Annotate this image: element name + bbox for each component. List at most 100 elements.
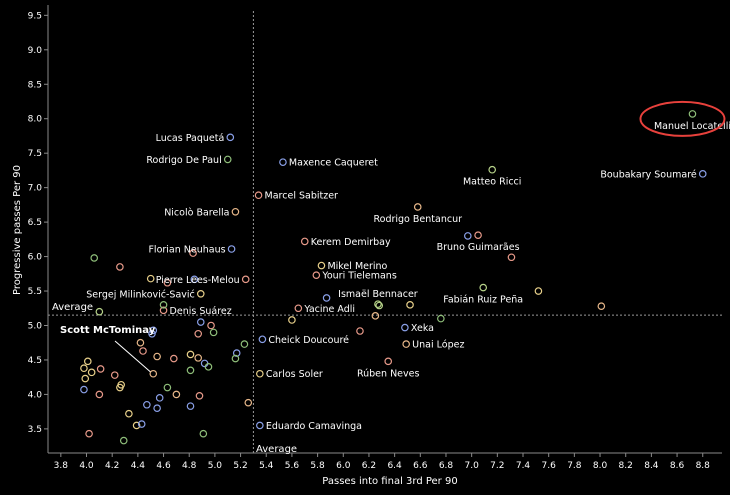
data-point (223, 155, 232, 164)
x-tick-label: 5.8 (310, 461, 325, 471)
data-point (479, 283, 488, 292)
data-point (204, 363, 213, 371)
data-point (163, 278, 172, 287)
data-point (374, 300, 382, 308)
data-point (507, 253, 516, 262)
data-point (464, 232, 472, 240)
data-point (194, 329, 203, 338)
data-point (137, 420, 146, 428)
data-point (196, 289, 205, 298)
data-point (488, 165, 496, 174)
y-axis-label: Progressive passes Per 90 (12, 165, 23, 295)
y-tick-label: 8.0 (28, 115, 43, 125)
data-point (294, 304, 303, 313)
x-tick-label: 7.8 (567, 461, 582, 471)
point-label: Eduardo Camavinga (266, 421, 362, 432)
data-point (322, 294, 331, 302)
x-tick-label: 5.6 (285, 461, 300, 471)
data-point (87, 368, 96, 377)
data-point (149, 369, 158, 378)
data-point (146, 274, 155, 283)
data-point (200, 359, 209, 368)
data-point (279, 158, 287, 166)
point-label: Rúben Neves (357, 368, 420, 379)
data-point (474, 231, 482, 240)
data-point (244, 398, 253, 407)
x-tick-label: 6.2 (362, 461, 376, 471)
data-point (194, 354, 203, 362)
data-point (132, 421, 141, 430)
y-tick-label: 4.0 (28, 390, 43, 400)
data-point (231, 354, 240, 363)
data-point (209, 328, 218, 337)
data-point (172, 390, 181, 399)
point-labels: Manuel Locatelli Boubakary Soumaré Lucas P… (86, 100, 730, 432)
x-axis: 3.8 4.0 4.2 4.4 4.6 4.8 5.0 5.2 5.4 5.6 5.8 6.0 6.2 6… (48, 452, 722, 471)
data-point (186, 366, 195, 375)
data-points (80, 110, 707, 445)
average-x-label: Average (256, 444, 297, 455)
data-point (437, 314, 445, 323)
data-point (81, 374, 90, 383)
data-point (254, 191, 263, 200)
data-point (288, 316, 296, 324)
x-tick-label: 4.6 (156, 461, 171, 471)
data-point (125, 409, 133, 418)
annotation-line (114, 340, 151, 373)
data-point (163, 383, 172, 392)
data-point (85, 429, 93, 438)
data-point (227, 245, 236, 253)
data-point (207, 321, 215, 330)
data-point (139, 347, 147, 355)
data-point (149, 326, 158, 335)
data-point (83, 357, 92, 366)
point-label: Pierre Lees-Melou (156, 275, 240, 286)
x-axis-label: Passes into final 3rd Per 90 (322, 476, 457, 487)
point-label: Cheick Doucouré (268, 335, 349, 346)
point-label: Xeka (411, 323, 434, 334)
y-tick-label: 9.5 (28, 11, 42, 21)
data-point (153, 352, 161, 361)
point-label: Unai López (412, 340, 464, 351)
data-point (384, 357, 393, 366)
data-point (240, 340, 249, 348)
data-point (189, 249, 197, 257)
y-tick-label: 6.5 (28, 218, 42, 228)
average-y-label: Average (52, 302, 93, 313)
x-tick-label: 8.6 (670, 461, 685, 471)
data-point (80, 385, 88, 394)
x-tick-label: 7.2 (490, 461, 504, 471)
x-tick-label: 8.2 (619, 461, 633, 471)
data-point (317, 261, 326, 270)
annotation-label: Scott McTominay (60, 325, 156, 336)
x-tick-label: 8.4 (644, 461, 659, 471)
x-tick-label: 4.8 (182, 461, 197, 471)
y-tick-label: 8.5 (28, 80, 42, 90)
x-tick-label: 4.2 (105, 461, 119, 471)
x-tick-label: 4.0 (79, 461, 94, 471)
data-point (258, 335, 267, 344)
point-label: Sergej Milinković-Savić (86, 289, 195, 300)
data-point (170, 354, 178, 363)
y-tick-label: 7.5 (28, 149, 42, 159)
point-label: Mikel Merino (327, 261, 387, 272)
point-label: Manuel Locatelli (654, 121, 730, 132)
data-point (256, 369, 264, 378)
y-tick-label: 5.5 (28, 287, 42, 297)
point-label: Boubakary Soumaré (600, 169, 697, 180)
y-tick-label: 6.0 (28, 253, 43, 263)
point-label: Rodrigo De Paul (146, 155, 221, 166)
data-point (199, 429, 208, 438)
point-label: Nicolò Barella (164, 207, 229, 218)
data-point (148, 329, 156, 338)
data-point (159, 306, 168, 315)
data-point (159, 301, 168, 309)
data-point (90, 254, 99, 262)
data-point (119, 436, 128, 445)
data-point (153, 404, 161, 413)
data-point (232, 349, 241, 357)
data-point (698, 170, 707, 178)
data-point (226, 133, 235, 142)
x-tick-label: 6.0 (336, 461, 351, 471)
